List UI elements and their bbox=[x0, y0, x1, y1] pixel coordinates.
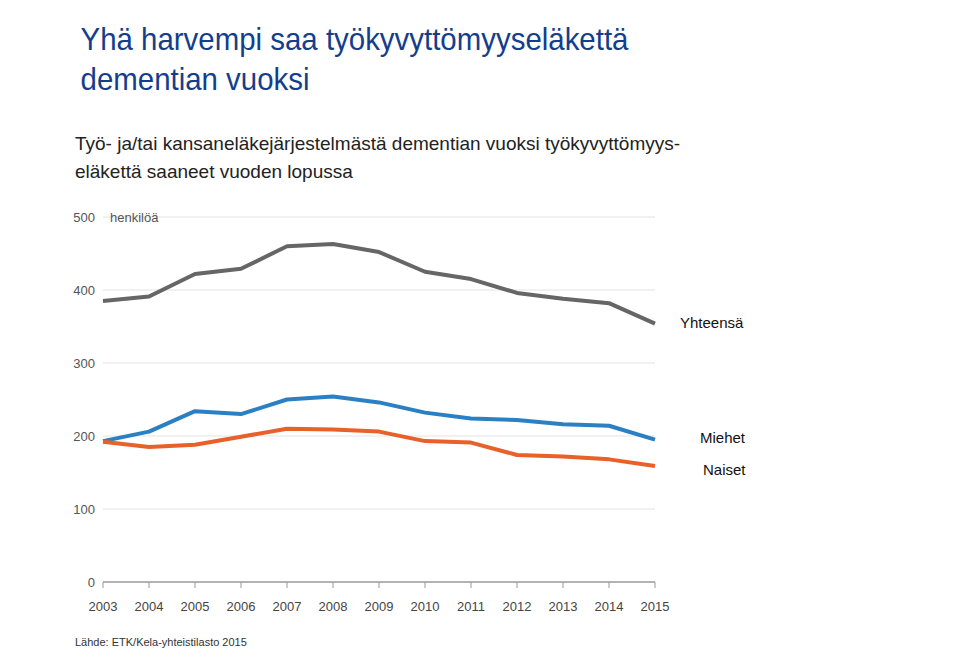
grid-line bbox=[103, 290, 655, 291]
source: Lähde: ETK/Kela-yhteistilasto 2015 bbox=[75, 636, 247, 648]
x-tick bbox=[103, 582, 104, 588]
x-tick-label: 2009 bbox=[365, 599, 394, 614]
x-tick-label: 2010 bbox=[411, 599, 440, 614]
series-label: Naiset bbox=[703, 461, 746, 478]
text-line: Työ- ja/tai kansaneläkejärjestelmästä de… bbox=[75, 133, 680, 154]
x-tick-label: 2003 bbox=[89, 599, 118, 614]
x-tick bbox=[333, 582, 334, 588]
x-tick bbox=[287, 582, 288, 588]
series-label: Yhteensä bbox=[680, 314, 744, 331]
x-tick bbox=[379, 582, 380, 588]
subtitle: Työ- ja/tai kansaneläkejärjestelmästä de… bbox=[75, 133, 680, 182]
x-tick bbox=[425, 582, 426, 588]
x-tick-label: 2005 bbox=[181, 599, 210, 614]
series-line bbox=[103, 429, 655, 466]
y-tick-label: 500 bbox=[73, 210, 95, 225]
y-tick-label: 200 bbox=[73, 429, 95, 444]
x-tick-label: 2011 bbox=[457, 599, 485, 614]
grid bbox=[103, 217, 655, 582]
x-tick-label: 2014 bbox=[595, 599, 624, 614]
x-tick-label: 2008 bbox=[319, 599, 348, 614]
x-tick-label: 2004 bbox=[135, 599, 164, 614]
text-line: Yhä harvempi saa työkyvyttömyyseläkettä bbox=[81, 21, 630, 57]
grid-line bbox=[103, 217, 655, 218]
text-line: eläkettä saaneet vuoden lopussa bbox=[75, 161, 353, 182]
y-tick-label: 0 bbox=[88, 575, 95, 590]
grid-line bbox=[103, 436, 655, 437]
series-line bbox=[103, 244, 655, 324]
grid-line bbox=[103, 363, 655, 364]
grid-line bbox=[103, 509, 655, 510]
x-tick bbox=[609, 582, 610, 588]
x-tick-label: 2013 bbox=[549, 599, 578, 614]
x-tick-label: 2007 bbox=[273, 599, 302, 614]
x-tick-label: 2012 bbox=[503, 599, 532, 614]
x-tick bbox=[563, 582, 564, 588]
series-group bbox=[103, 244, 655, 466]
text-line: dementian vuoksi bbox=[81, 61, 310, 97]
title: Yhä harvempi saa työkyvyttömyyseläkettä d… bbox=[81, 21, 630, 97]
x-tick bbox=[195, 582, 196, 588]
x-tick-label: 2015 bbox=[641, 599, 670, 614]
x-tick bbox=[471, 582, 472, 588]
y-tick-label: 400 bbox=[73, 283, 95, 298]
x-tick bbox=[149, 582, 150, 588]
chart: Yhä harvempi saa työkyvyttömyyseläkettä d… bbox=[0, 0, 960, 658]
x-tick bbox=[517, 582, 518, 588]
x-tick bbox=[655, 582, 656, 588]
y-tick-label: 300 bbox=[73, 356, 95, 371]
x-tick bbox=[241, 582, 242, 588]
series-label: Miehet bbox=[700, 429, 746, 446]
y-axis-label: henkilöä bbox=[110, 210, 159, 225]
y-tick-label: 100 bbox=[73, 502, 95, 517]
series-line bbox=[103, 397, 655, 442]
x-tick-label: 2006 bbox=[227, 599, 256, 614]
